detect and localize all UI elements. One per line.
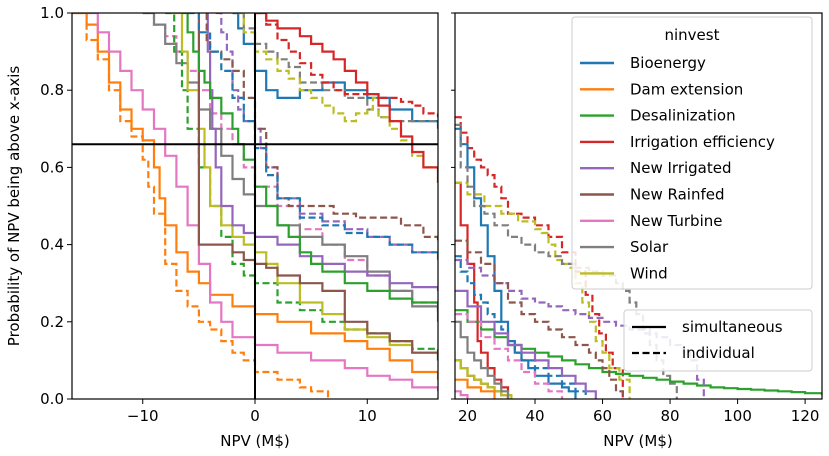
- curve-new-rainfed-dashed-left: [205, 13, 438, 241]
- legend-title: ninvest: [665, 26, 720, 44]
- curve-irrigation-efficiency-dashed-right: [455, 116, 624, 399]
- legend-label-new-rainfed: New Rainfed: [630, 186, 724, 204]
- right-x-axis-label: NPV (M$): [603, 432, 673, 450]
- curve-wind-dashed-right: [455, 181, 631, 399]
- x-tick-label: 20: [458, 407, 477, 425]
- legend-label-bioenergy: Bioenergy: [630, 54, 706, 72]
- curve-new-irrigated-solid-left: [206, 13, 438, 291]
- curve-solar-dashed-left: [232, 13, 438, 125]
- curve-new-turbine-solid-right: [455, 390, 469, 399]
- curve-irrigation-efficiency-dashed-left: [255, 13, 438, 118]
- series-legend: ninvest Bioenergy Dam extension Desaliniza…: [571, 16, 813, 290]
- curve-new-rainfed-dashed-right: [455, 239, 624, 399]
- legend-label-simultaneous: simultaneous: [682, 318, 783, 336]
- curve-wind-dashed-left: [238, 13, 438, 183]
- curve-new-irrigated-solid-right: [455, 289, 597, 399]
- left-panel: −10 0 10 0.0 0.2 0.4 0.6 0.8 1.0 NPV (M$) Probab…: [5, 4, 439, 450]
- legend-label-new-turbine: New Turbine: [630, 212, 722, 230]
- style-legend-frame: [623, 309, 813, 372]
- left-plot-lines: [72, 13, 438, 399]
- curve-irrigation-efficiency-solid-right: [455, 181, 510, 399]
- curve-dam-extension-solid-right: [455, 378, 496, 399]
- x-tick-label: 100: [723, 407, 752, 425]
- x-tick-label: 60: [593, 407, 612, 425]
- curve-dam-extension-solid-left: [72, 13, 438, 380]
- y-tick-label: 1.0: [40, 4, 64, 22]
- curve-desalinization-dashed-left: [165, 13, 438, 361]
- y-tick-label: 0.0: [40, 390, 64, 408]
- y-axis-label: Probability of NPV being above x-axis: [5, 66, 23, 347]
- y-tick-label: 0.4: [40, 236, 64, 254]
- y-tick-label: 0.2: [40, 313, 64, 331]
- legend-label-desalinization: Desalinization: [630, 107, 736, 125]
- legend-label-new-irrigated: New Irrigated: [630, 159, 732, 177]
- series-legend-frame: [571, 16, 813, 290]
- y-tick-label: 0.6: [40, 158, 64, 176]
- curve-new-rainfed-solid-left: [197, 13, 438, 361]
- curve-wind-solid-right: [455, 359, 513, 399]
- curve-irrigation-efficiency-solid-left: [255, 13, 438, 183]
- right-plot-frame: [454, 12, 823, 400]
- left-x-axis-label: NPV (M$): [220, 432, 290, 450]
- curve-dam-extension-dashed-left: [75, 13, 330, 399]
- legend-label-dam-extension: Dam extension: [630, 80, 743, 98]
- x-tick-label: 40: [525, 407, 544, 425]
- legend-label-individual: individual: [682, 344, 755, 362]
- left-axis-ticks: −10 0 10 0.0 0.2 0.4 0.6 0.8 1.0: [40, 4, 377, 425]
- legend-label-solar: Solar: [630, 238, 669, 256]
- curve-bioenergy-solid-left: [232, 13, 438, 129]
- legend-label-wind: Wind: [630, 264, 668, 282]
- curve-solar-solid-right: [455, 320, 510, 399]
- x-tick-label: 120: [791, 407, 820, 425]
- curve-new-turbine-solid-left: [86, 13, 438, 392]
- x-tick-label: 10: [358, 407, 377, 425]
- curve-new-turbine-dashed-right: [455, 313, 564, 399]
- curve-desalinization-solid-left: [182, 13, 438, 311]
- x-tick-label: 80: [661, 407, 680, 425]
- legend-label-irrigation-efficiency: Irrigation efficiency: [630, 133, 775, 151]
- reference-lines: [72, 13, 438, 399]
- right-axis-ticks: 20 40 60 80 100 120: [451, 12, 820, 425]
- x-tick-label: 0: [250, 407, 260, 425]
- curve-bioenergy-dashed-left: [187, 13, 438, 257]
- y-tick-label: 0.8: [40, 81, 64, 99]
- style-legend: simultaneous individual: [623, 309, 813, 372]
- x-tick-label: −10: [127, 407, 159, 425]
